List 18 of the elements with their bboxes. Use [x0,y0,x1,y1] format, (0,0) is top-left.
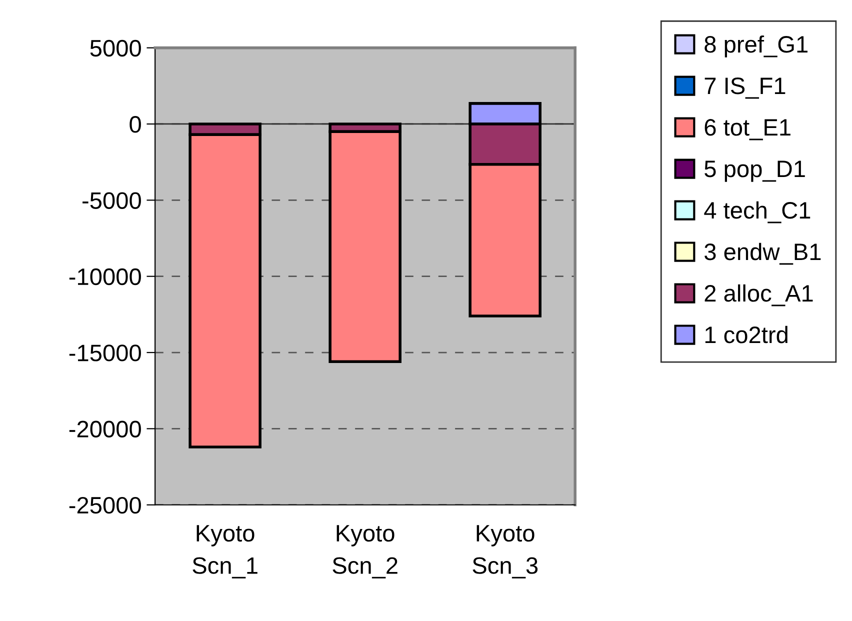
legend-label: 7 IS_F1 [704,78,786,99]
legend-label: 5 pop_D1 [704,160,805,182]
y-tick-label: -15000 [69,344,141,362]
y-tick-label: -10000 [69,268,141,286]
legend-label: 4 tech_C1 [704,201,810,224]
y-tick-label: 5000 [90,40,141,57]
legend-label: 2 alloc_A1 [704,284,813,306]
y-tick-label: -25000 [69,496,141,514]
legend-label: 1 co2trd [705,326,788,344]
y-tick-label: -20000 [69,420,141,438]
legend-label: 3 endw_B1 [704,242,821,265]
y-tick-label: -5000 [82,192,141,209]
legend-label: 6 tot_E1 [704,119,790,140]
y-tick-label: 0 [130,116,141,133]
x-tick-label: Kyoto Scn_3 [472,525,538,578]
legend-label: 8 pref_G1 [704,35,808,58]
x-tick-label: Kyoto Scn_1 [192,525,258,578]
x-tick-label: Kyoto Scn_2 [332,525,398,578]
